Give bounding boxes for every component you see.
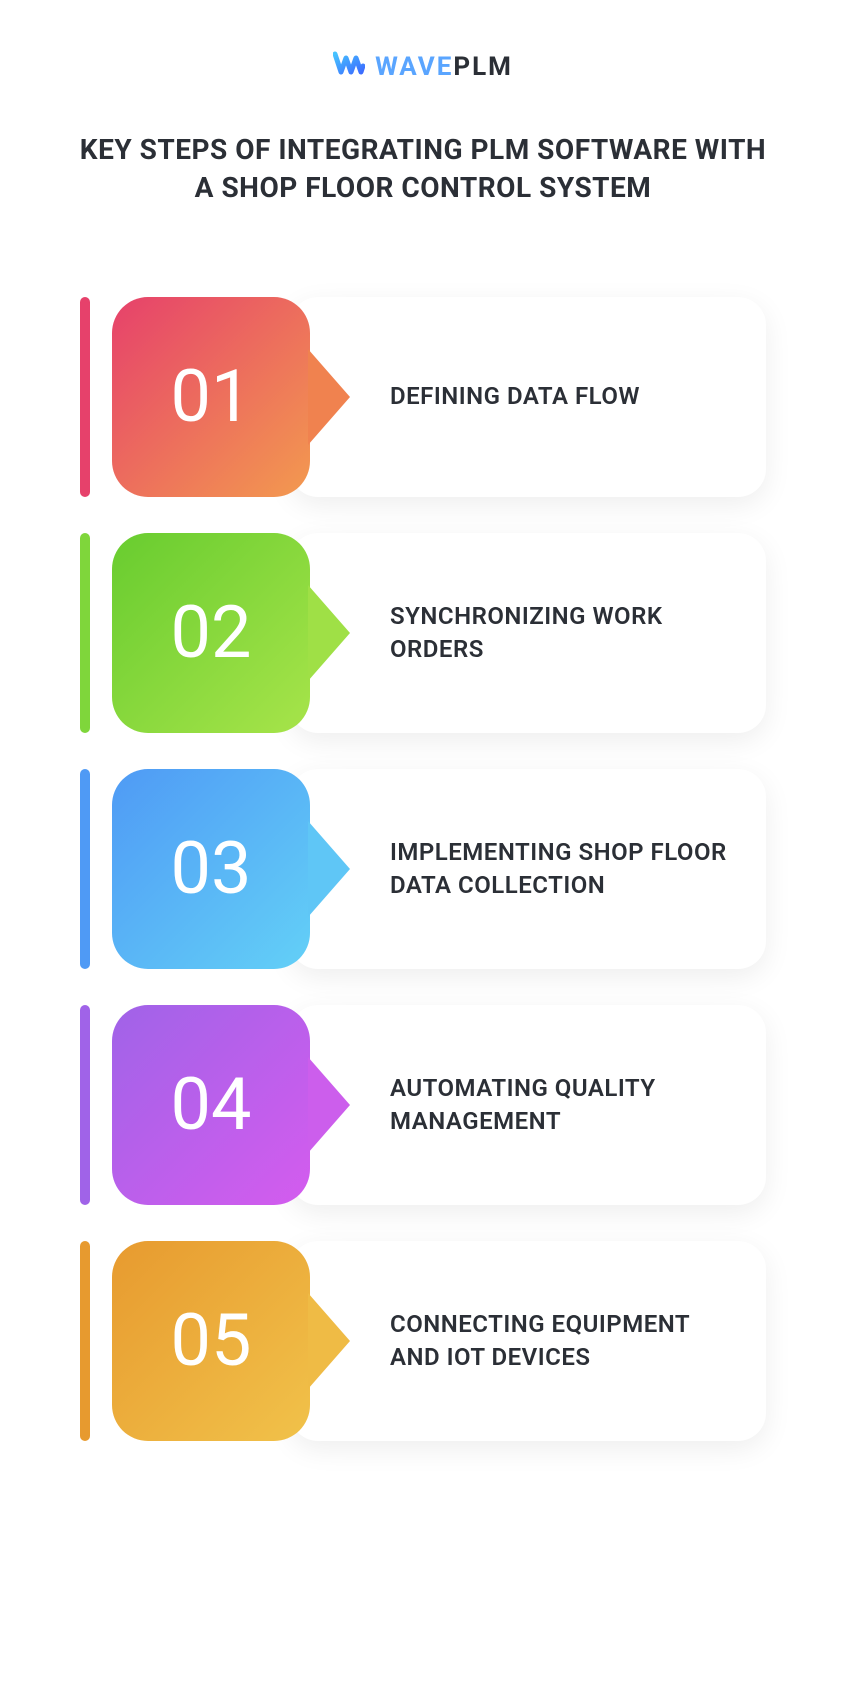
- page-title: KEY STEPS OF INTEGRATING PLM SOFTWARE WI…: [73, 131, 773, 207]
- step-number: 03: [171, 826, 252, 911]
- step-label: CONNECTING EQUIPMENT AND IOT DEVICES: [390, 1308, 736, 1373]
- chevron-right-icon: [308, 1057, 350, 1153]
- step-number-wrap: 03: [112, 769, 310, 969]
- steps-list: 01 DEFINING DATA FLOW 02 SYNCHRONIZING WORK…: [40, 297, 806, 1441]
- step-label: DEFINING DATA FLOW: [390, 380, 640, 412]
- step-number-card: 01: [112, 297, 310, 497]
- step-number: 05: [171, 1298, 252, 1383]
- step-label: AUTOMATING QUALITY MANAGEMENT: [390, 1072, 736, 1137]
- step-number: 02: [171, 590, 252, 675]
- step-number-card: 04: [112, 1005, 310, 1205]
- step-item: 05 CONNECTING EQUIPMENT AND IOT DEVICES: [80, 1241, 766, 1441]
- logo-text-plm: PLM: [453, 52, 513, 82]
- step-accent-bar: [80, 769, 90, 969]
- step-item: 01 DEFINING DATA FLOW: [80, 297, 766, 497]
- step-number-wrap: 05: [112, 1241, 310, 1441]
- step-label-card: CONNECTING EQUIPMENT AND IOT DEVICES: [290, 1241, 766, 1441]
- step-item: 03 IMPLEMENTING SHOP FLOOR DATA COLLECTIO…: [80, 769, 766, 969]
- step-number-card: 03: [112, 769, 310, 969]
- step-number-card: 05: [112, 1241, 310, 1441]
- chevron-right-icon: [308, 585, 350, 681]
- infographic: WAVEPLM KEY STEPS OF INTEGRATING PLM SOF…: [0, 0, 846, 1521]
- step-label-card: DEFINING DATA FLOW: [290, 297, 766, 497]
- logo-text-wave: WAVE: [375, 52, 453, 82]
- chevron-right-icon: [308, 1293, 350, 1389]
- step-label: SYNCHRONIZING WORK ORDERS: [390, 600, 736, 665]
- step-label-card: SYNCHRONIZING WORK ORDERS: [290, 533, 766, 733]
- step-label-card: IMPLEMENTING SHOP FLOOR DATA COLLECTION: [290, 769, 766, 969]
- step-number: 04: [171, 1062, 252, 1147]
- step-number-card: 02: [112, 533, 310, 733]
- chevron-right-icon: [308, 821, 350, 917]
- step-number-wrap: 02: [112, 533, 310, 733]
- chevron-right-icon: [308, 349, 350, 445]
- step-number-wrap: 01: [112, 297, 310, 497]
- logo-mark-icon: [333, 50, 365, 83]
- step-label-card: AUTOMATING QUALITY MANAGEMENT: [290, 1005, 766, 1205]
- logo-text: WAVEPLM: [375, 52, 513, 82]
- step-number: 01: [171, 354, 252, 439]
- step-accent-bar: [80, 1005, 90, 1205]
- step-item: 02 SYNCHRONIZING WORK ORDERS: [80, 533, 766, 733]
- step-label: IMPLEMENTING SHOP FLOOR DATA COLLECTION: [390, 836, 736, 901]
- step-item: 04 AUTOMATING QUALITY MANAGEMENT: [80, 1005, 766, 1205]
- brand-logo: WAVEPLM: [40, 50, 806, 83]
- step-accent-bar: [80, 297, 90, 497]
- step-accent-bar: [80, 533, 90, 733]
- step-number-wrap: 04: [112, 1005, 310, 1205]
- step-accent-bar: [80, 1241, 90, 1441]
